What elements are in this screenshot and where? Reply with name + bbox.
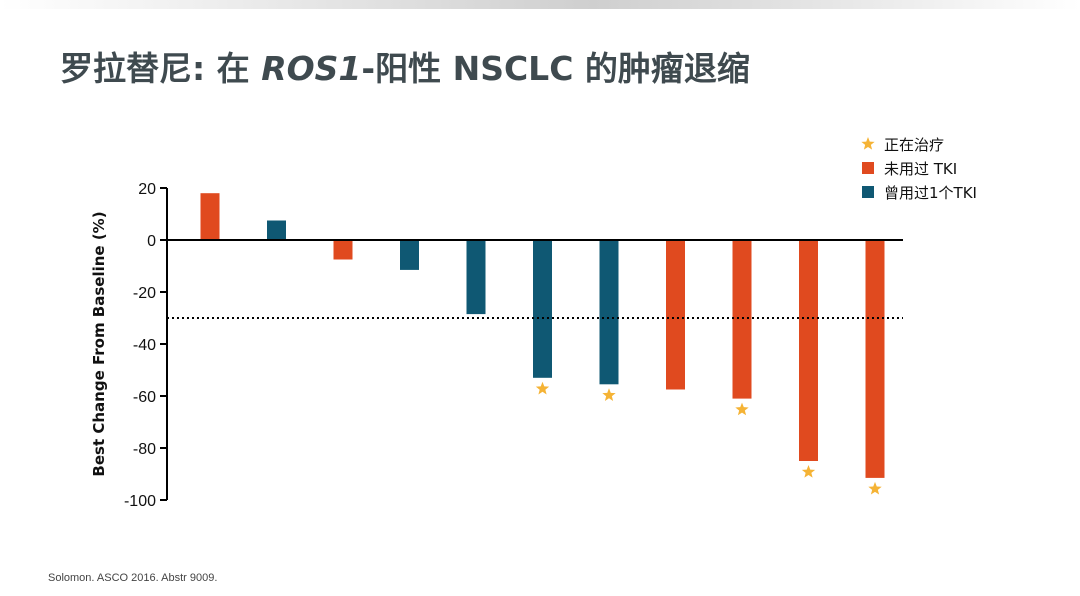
ongoing-star-6 <box>535 381 550 395</box>
bar-2 <box>267 220 286 240</box>
footnote-citation: Solomon. ASCO 2016. Abstr 9009. <box>48 572 218 584</box>
bar-11 <box>865 240 885 478</box>
title-part1: 罗拉替尼: 在 <box>60 49 262 88</box>
y-tick-label--80: -80 <box>133 441 156 458</box>
ongoing-star-10 <box>801 465 816 478</box>
ongoing-star-11 <box>868 481 882 495</box>
header-band <box>0 0 1080 9</box>
ongoing-star-7 <box>602 388 616 401</box>
bar-7 <box>599 240 619 385</box>
y-axis-label: Best Change From Baseline (%) <box>90 211 108 476</box>
bar-4 <box>400 240 419 270</box>
y-tick-label--40: -40 <box>133 337 156 354</box>
y-tick-label--20: -20 <box>133 285 156 302</box>
y-tick-label-20: 20 <box>138 181 156 198</box>
bar-1 <box>200 193 220 240</box>
bar-3 <box>333 240 353 260</box>
bar-8 <box>666 240 685 390</box>
legend-swatch-tki_naive <box>862 162 874 174</box>
title-italic-gene: ROS1 <box>261 49 362 88</box>
bar-5 <box>466 240 486 315</box>
bar-6 <box>533 240 552 378</box>
ongoing-star-9 <box>735 402 749 416</box>
bar-10 <box>799 240 818 461</box>
title-part2: -阳性 NSCLC 的肿瘤退缩 <box>361 49 750 88</box>
bar-9 <box>732 240 752 399</box>
slide-title: 罗拉替尼: 在 ROS1-阳性 NSCLC 的肿瘤退缩 <box>60 42 750 90</box>
legend-label-tki_naive: 未用过 TKI <box>884 160 957 178</box>
y-tick-label-0: 0 <box>147 233 156 250</box>
legend-label-prior_one_tki: 曾用过1个TKI <box>884 184 977 202</box>
y-tick-label--60: -60 <box>133 389 156 406</box>
legend-swatch-prior_one_tki <box>862 186 874 198</box>
y-tick-label--100: -100 <box>124 493 156 510</box>
legend-star-icon <box>861 137 875 150</box>
legend-label-ongoing: 正在治疗 <box>884 136 944 154</box>
